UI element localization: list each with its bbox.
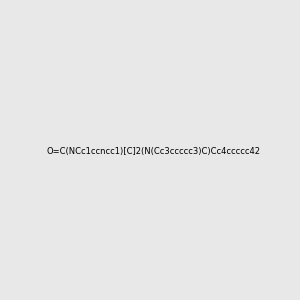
Text: O=C(NCc1ccncc1)[C]2(N(Cc3ccccc3)C)Cc4ccccc42: O=C(NCc1ccncc1)[C]2(N(Cc3ccccc3)C)Cc4ccc… — [47, 147, 261, 156]
